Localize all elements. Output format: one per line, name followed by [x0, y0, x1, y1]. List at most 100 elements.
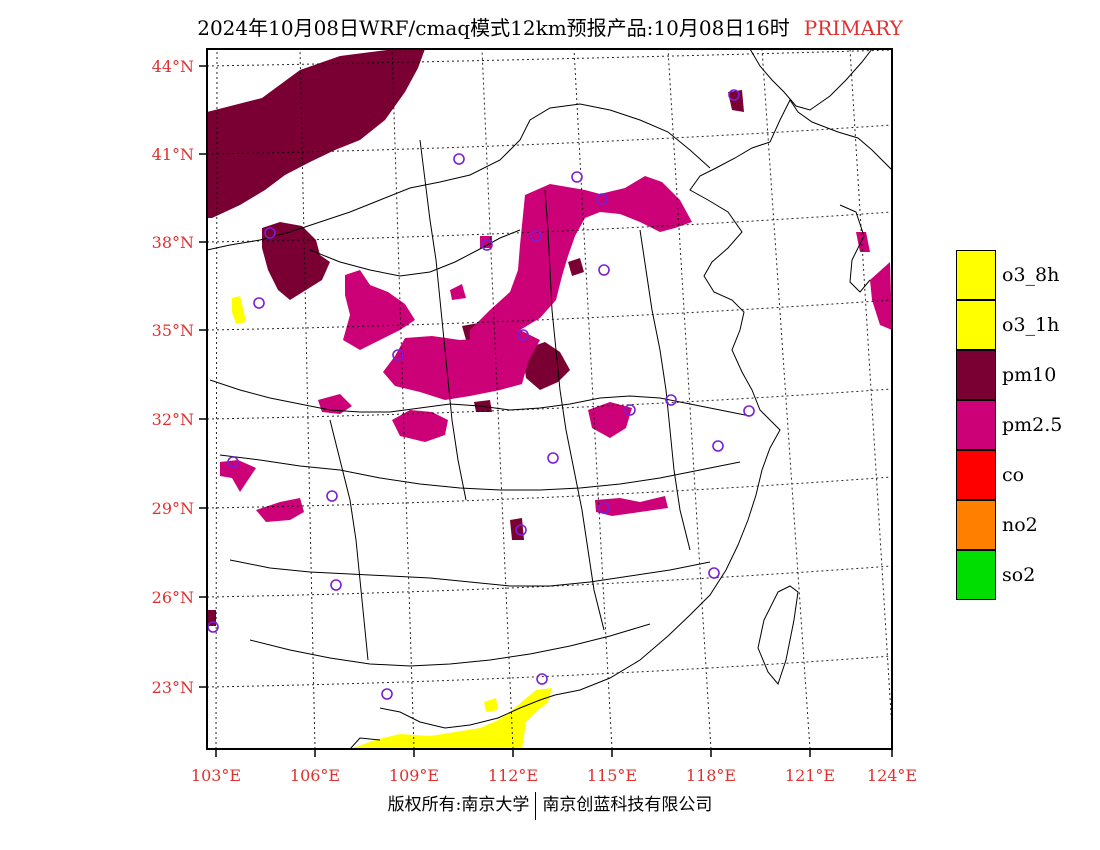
province-line-5 [229, 559, 711, 587]
pm25-anhui [588, 402, 632, 438]
pm10-north-band [207, 49, 425, 218]
province-line-10 [329, 419, 369, 661]
pm25-regions [220, 176, 892, 522]
station-marker [624, 404, 636, 416]
station-marker [392, 349, 404, 361]
lon-label: 103°E [191, 766, 241, 785]
legend-swatch [956, 250, 996, 300]
copyright-divider [535, 791, 537, 820]
province-line-3 [209, 379, 751, 417]
station-marker [712, 440, 724, 452]
pm25-shaanxi [343, 270, 415, 350]
province-line-2 [309, 229, 521, 277]
meridian-118E [667, 49, 712, 749]
latitude-labels: 44°N 41°N 38°N 35°N 32°N 29°N 26°N 23°N [152, 57, 194, 697]
lat-label: 38°N [152, 233, 194, 252]
province-line-1 [207, 103, 711, 251]
pm25-small-4 [856, 232, 870, 252]
o3-southern-coast [350, 688, 552, 749]
legend-swatch [956, 450, 996, 500]
lat-label: 35°N [152, 321, 194, 340]
station-marker [547, 452, 559, 464]
legend-label: o3_8h [1002, 264, 1060, 286]
parallel-32N [207, 388, 892, 420]
meridian-106E [299, 49, 316, 749]
meridian-121E [761, 49, 811, 749]
boundaries [207, 49, 892, 749]
legend-swatch [956, 300, 996, 350]
map-title: 2024年10月08日WRF/cmaq模式12km预报产品:10月08日16时 P… [0, 12, 1100, 41]
o3-small-1 [484, 698, 498, 712]
station-marker [530, 230, 542, 242]
lon-label: 124°E [867, 766, 917, 785]
station-marker [665, 394, 677, 406]
lon-label: 112°E [488, 766, 538, 785]
legend-swatch [956, 400, 996, 450]
legend-label: no2 [1002, 514, 1038, 536]
station-marker [326, 490, 338, 502]
station-marker [453, 153, 465, 165]
lon-label: 121°E [785, 766, 835, 785]
station-marker [728, 89, 740, 101]
copyright-footer: 版权所有:南京大学 南京创蓝科技有限公司 [0, 790, 1100, 820]
station-marker [227, 456, 239, 468]
pm25-hubei [392, 410, 448, 442]
station-marker [330, 579, 342, 591]
taiwan [757, 585, 799, 686]
pm25-beijing-tianjin [470, 176, 692, 346]
station-marker [743, 405, 755, 417]
northeast-border [749, 49, 873, 111]
meridian-109E [391, 49, 415, 749]
pm25-east-coast [870, 262, 892, 330]
copyright-right: 南京创蓝科技有限公司 [542, 795, 713, 815]
meridian-124E [849, 49, 892, 731]
province-line-8 [544, 189, 605, 631]
station-marker [253, 297, 265, 309]
station-marker [481, 239, 493, 251]
pm25-west-2 [256, 498, 304, 522]
copyright-left: 版权所有:南京大学 [387, 795, 530, 815]
lat-label: 41°N [152, 145, 194, 164]
map-frame [206, 48, 893, 750]
pm25-small-1 [420, 352, 436, 368]
legend-label: o3_1h [1002, 314, 1060, 336]
lon-label: 106°E [290, 766, 340, 785]
parallel-26N [207, 565, 892, 598]
station-marker [517, 329, 529, 341]
station-marker [596, 193, 608, 205]
tick-marks [199, 65, 893, 757]
station-marker [598, 502, 610, 514]
station-marker [571, 171, 583, 183]
pm25-small-3 [480, 236, 492, 248]
pm10-central-patch [522, 342, 570, 390]
hainan-and-south [349, 737, 381, 749]
parallel-23N [207, 655, 892, 688]
legend-swatch [956, 500, 996, 550]
o3-west-patch [232, 296, 246, 324]
legend-label: pm10 [1002, 364, 1057, 386]
parallel-44N [207, 49, 892, 67]
legend-label: pm2.5 [1002, 414, 1063, 436]
lat-label: 44°N [152, 57, 194, 76]
lon-label: 118°E [686, 766, 736, 785]
lat-label: 32°N [152, 410, 194, 429]
pm10-small-1 [568, 258, 584, 276]
korea-coast [839, 204, 871, 293]
station-markers [207, 89, 755, 700]
pm25-small-2 [450, 284, 466, 300]
legend-label: so2 [1002, 564, 1036, 586]
pm25-fenwei-plain [383, 330, 540, 400]
title-primary-tag: PRIMARY [803, 16, 903, 40]
station-marker [708, 567, 720, 579]
o3-regions [232, 296, 552, 749]
lat-label: 23°N [152, 678, 194, 697]
province-line-6 [249, 623, 651, 667]
legend-label: co [1002, 464, 1025, 486]
province-line-7 [419, 139, 467, 501]
meridian-103E [215, 49, 218, 749]
lat-label: 29°N [152, 499, 194, 518]
lat-label: 26°N [152, 588, 194, 607]
legend-swatch [956, 550, 996, 600]
station-marker [264, 227, 276, 239]
